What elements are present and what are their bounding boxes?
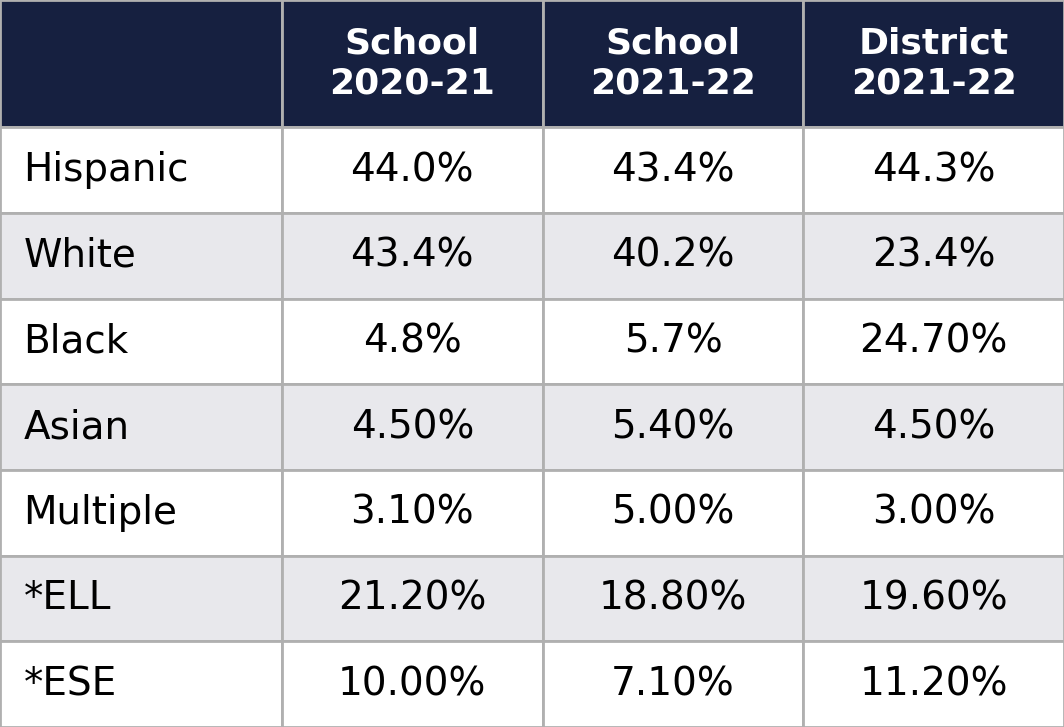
Text: Multiple: Multiple <box>23 494 178 531</box>
Text: 10.00%: 10.00% <box>338 665 486 703</box>
Bar <box>0 385 282 470</box>
Text: 40.2%: 40.2% <box>611 237 735 275</box>
Bar <box>0 555 282 641</box>
Text: 3.00%: 3.00% <box>871 494 996 531</box>
Bar <box>0 470 282 555</box>
Bar <box>543 641 803 727</box>
Bar <box>803 299 1064 385</box>
Bar <box>803 555 1064 641</box>
Bar <box>282 213 543 299</box>
Text: 43.4%: 43.4% <box>611 151 735 189</box>
Text: Hispanic: Hispanic <box>23 151 189 189</box>
Text: 5.7%: 5.7% <box>624 323 722 361</box>
Bar <box>803 641 1064 727</box>
Text: District
2021-22: District 2021-22 <box>851 26 1016 101</box>
Bar <box>543 127 803 213</box>
Text: 19.60%: 19.60% <box>860 579 1008 617</box>
Text: School
2020-21: School 2020-21 <box>330 26 495 101</box>
Text: 11.20%: 11.20% <box>860 665 1008 703</box>
Text: Asian: Asian <box>23 408 130 446</box>
Text: 44.3%: 44.3% <box>871 151 996 189</box>
Bar <box>282 641 543 727</box>
Bar <box>282 127 543 213</box>
Text: 23.4%: 23.4% <box>871 237 996 275</box>
Bar <box>543 385 803 470</box>
Bar <box>0 641 282 727</box>
Text: 44.0%: 44.0% <box>350 151 475 189</box>
Text: *ELL: *ELL <box>23 579 111 617</box>
Bar <box>0 299 282 385</box>
Text: 43.4%: 43.4% <box>350 237 475 275</box>
Bar <box>803 0 1064 127</box>
Text: 4.50%: 4.50% <box>351 408 473 446</box>
Bar <box>803 127 1064 213</box>
Text: White: White <box>23 237 136 275</box>
Text: 5.00%: 5.00% <box>612 494 734 531</box>
Bar <box>543 555 803 641</box>
Text: 18.80%: 18.80% <box>599 579 747 617</box>
Bar <box>803 213 1064 299</box>
Bar <box>282 299 543 385</box>
Text: 5.40%: 5.40% <box>612 408 734 446</box>
Bar <box>0 213 282 299</box>
Bar <box>803 470 1064 555</box>
Bar <box>543 299 803 385</box>
Text: 7.10%: 7.10% <box>611 665 735 703</box>
Bar <box>0 127 282 213</box>
Bar <box>543 470 803 555</box>
Bar <box>543 213 803 299</box>
Bar <box>282 385 543 470</box>
Bar <box>0 0 282 127</box>
Bar <box>282 470 543 555</box>
Text: 3.10%: 3.10% <box>350 494 475 531</box>
Text: 21.20%: 21.20% <box>338 579 486 617</box>
Text: Black: Black <box>23 323 129 361</box>
Text: 4.50%: 4.50% <box>872 408 995 446</box>
Bar <box>803 385 1064 470</box>
Bar <box>543 0 803 127</box>
Bar <box>282 0 543 127</box>
Text: 24.70%: 24.70% <box>860 323 1008 361</box>
Text: School
2021-22: School 2021-22 <box>591 26 755 101</box>
Text: *ESE: *ESE <box>23 665 117 703</box>
Bar <box>282 555 543 641</box>
Text: 4.8%: 4.8% <box>363 323 462 361</box>
